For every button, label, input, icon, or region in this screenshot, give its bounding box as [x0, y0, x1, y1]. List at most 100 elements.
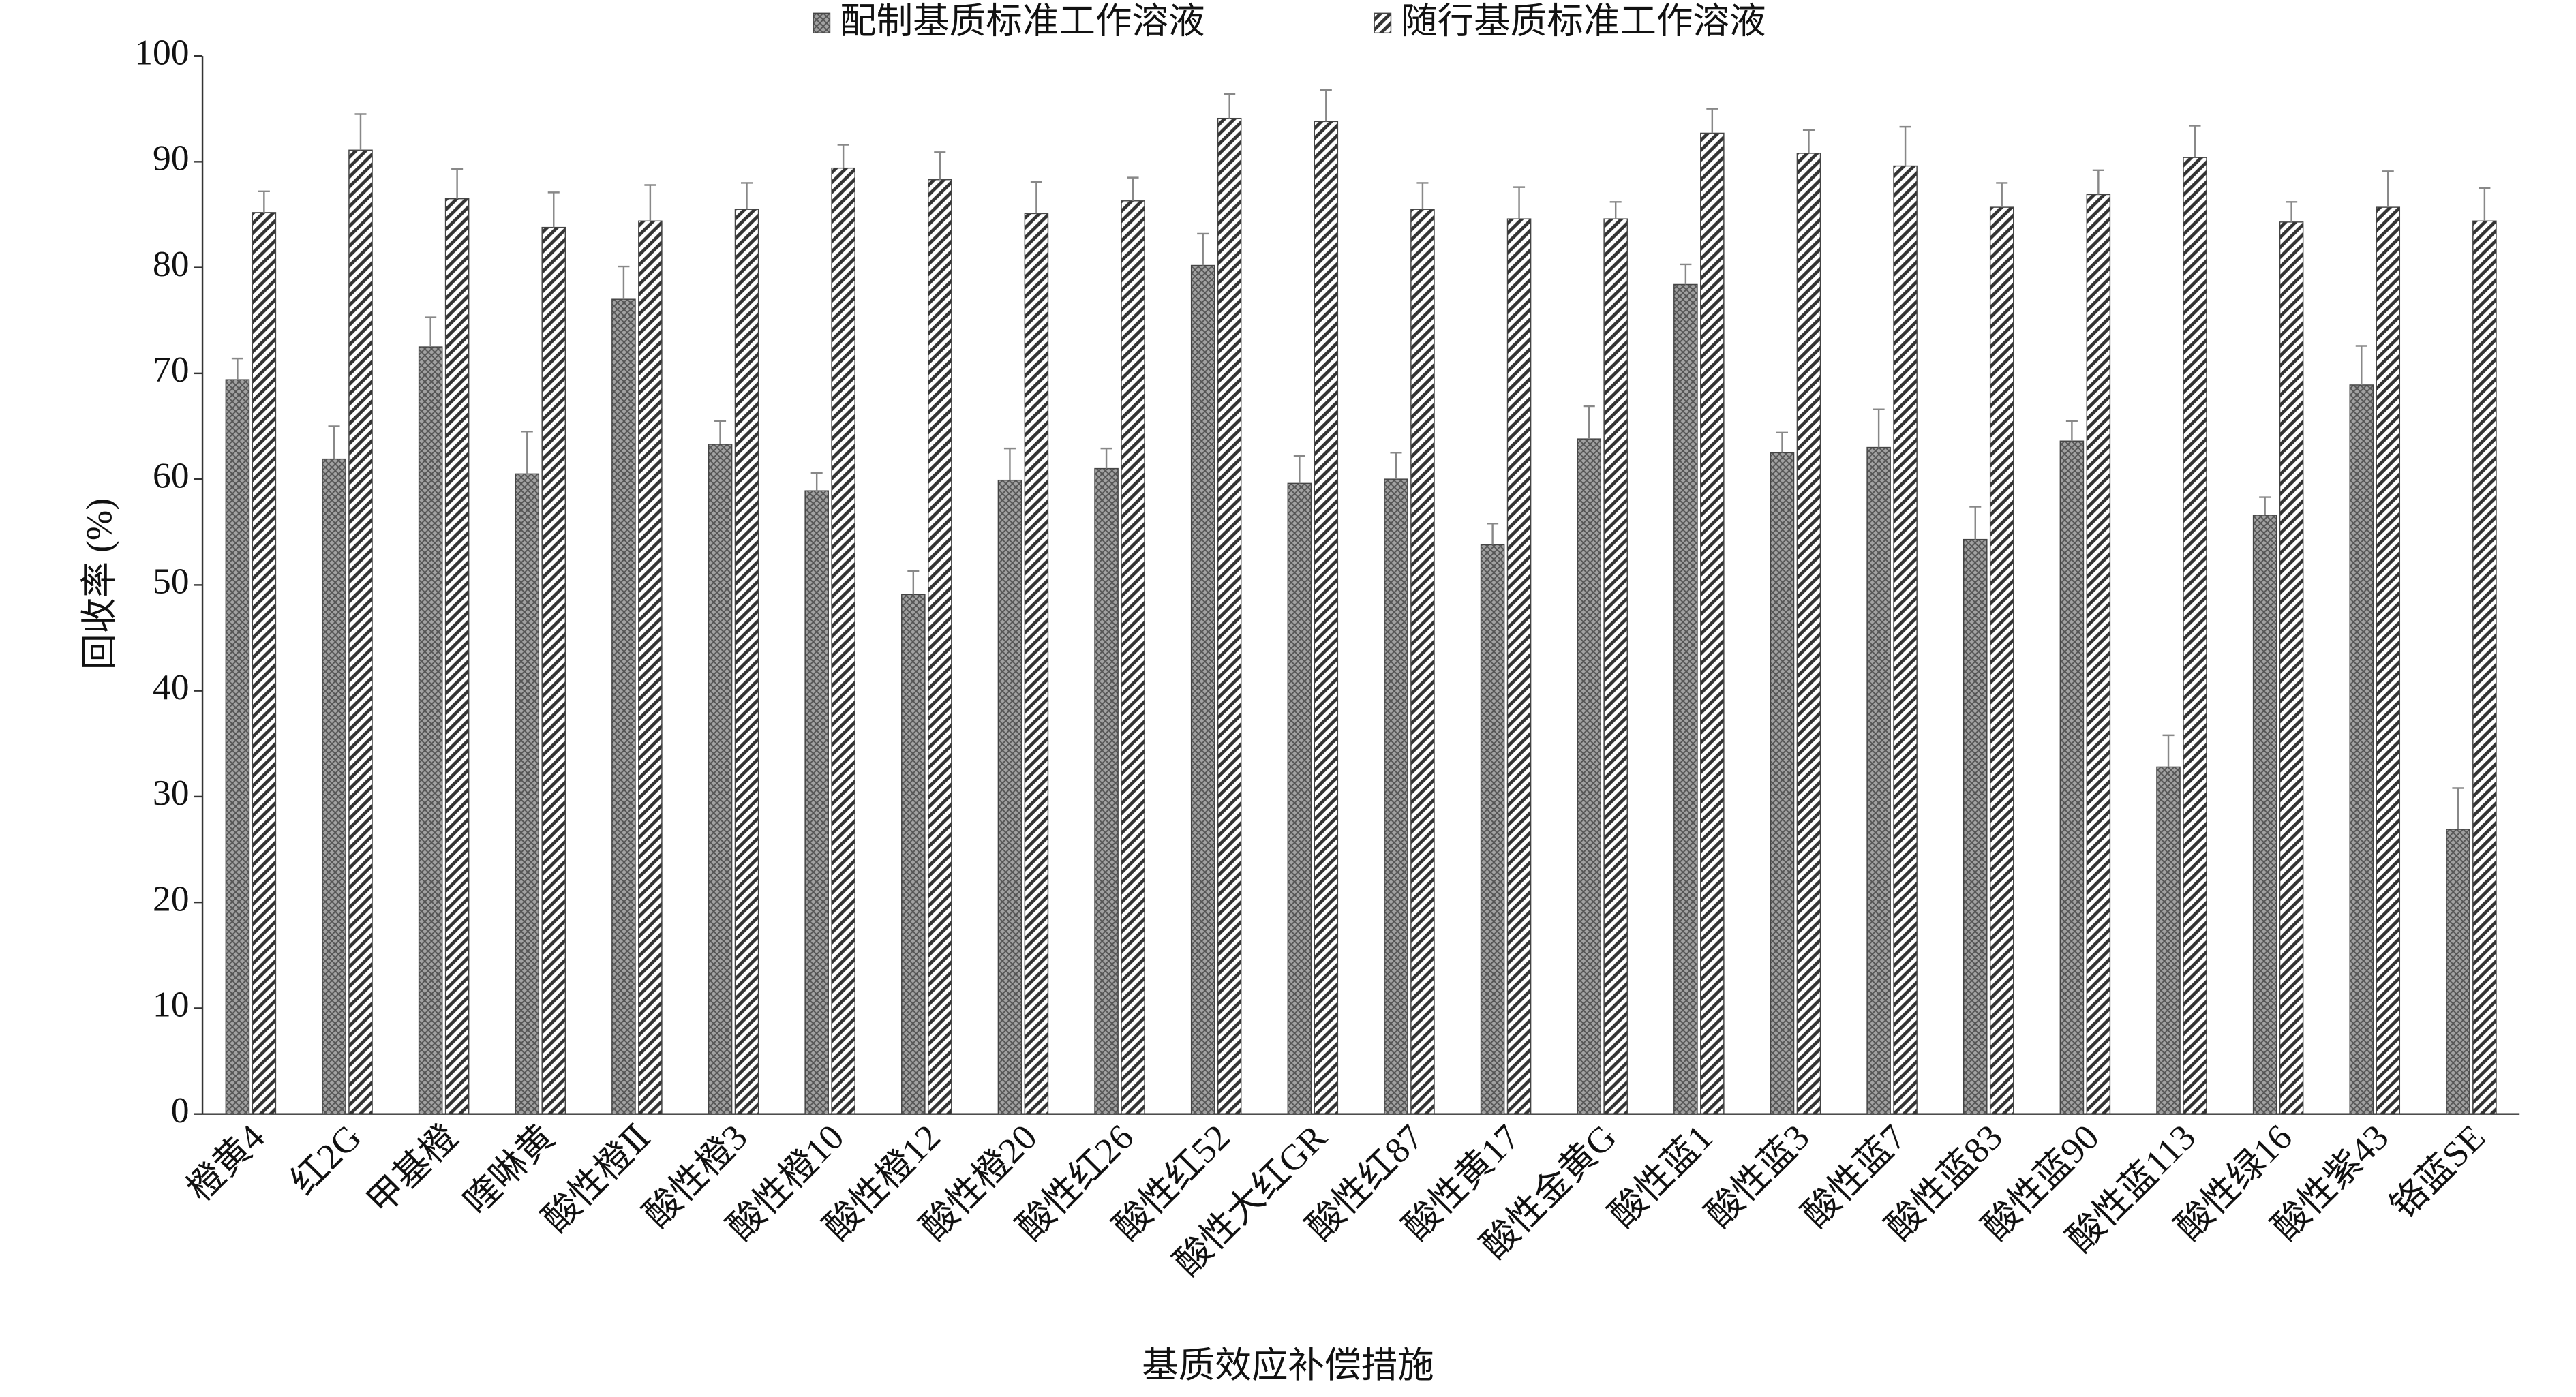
bar — [2252, 515, 2277, 1115]
error-bar — [451, 168, 464, 199]
y-axis-label: 回收率 (%) — [78, 498, 119, 670]
bar — [638, 220, 663, 1115]
y-tick-label: 40 — [153, 666, 190, 707]
error-bar — [837, 144, 849, 168]
bar — [418, 346, 443, 1115]
error-bar — [1776, 431, 1789, 453]
bar — [2472, 220, 2497, 1115]
error-bar — [644, 184, 656, 221]
error-bar — [1390, 452, 1402, 480]
error-bar — [1706, 108, 1718, 134]
y-tick-label: 0 — [171, 1090, 190, 1131]
error-bar — [258, 190, 270, 213]
error-bar — [1969, 506, 1982, 540]
bar — [2446, 829, 2470, 1115]
bar — [804, 490, 829, 1115]
x-axis-label: 基质效应补偿措施 — [1142, 1345, 1434, 1385]
x-tick-label: 酸性蓝1 — [1601, 1116, 1721, 1235]
error-bar — [714, 420, 727, 444]
bar — [1893, 165, 1918, 1115]
bar — [2059, 440, 2085, 1115]
bar — [1673, 283, 1698, 1115]
error-bar — [2286, 201, 2298, 222]
bar — [708, 444, 733, 1115]
error-bar — [1802, 129, 1815, 153]
x-tick-label: 红2G — [283, 1116, 369, 1202]
error-bar — [521, 431, 533, 474]
legend-swatch — [1374, 12, 1392, 34]
bar — [2183, 157, 2207, 1115]
bar — [611, 298, 636, 1115]
error-bar — [1609, 201, 1622, 219]
bar — [1770, 452, 1795, 1115]
error-bar — [231, 357, 243, 380]
error-bar — [1320, 89, 1332, 122]
error-bar — [328, 425, 340, 459]
bar — [1796, 153, 1821, 1115]
bar — [348, 149, 373, 1115]
bar — [1577, 438, 1602, 1115]
bar — [444, 198, 470, 1115]
bar — [1603, 218, 1628, 1115]
bar — [2349, 384, 2374, 1115]
error-bar — [2189, 125, 2201, 158]
error-bar — [2162, 734, 2175, 767]
error-bar — [354, 113, 367, 151]
bar — [225, 379, 250, 1115]
bar — [1989, 206, 2014, 1115]
y-tick-label: 70 — [153, 349, 190, 390]
legend-swatch — [813, 12, 831, 34]
error-bar — [2259, 496, 2271, 515]
x-tick-label: 酸性蓝3 — [1698, 1116, 1817, 1235]
bar — [1506, 218, 1532, 1115]
bar — [2279, 221, 2304, 1115]
bar — [515, 473, 540, 1115]
error-bar — [547, 191, 560, 228]
x-tick-label: 甲基橙 — [359, 1116, 466, 1222]
error-bar — [2092, 169, 2104, 195]
legend-label: 配制基质标准工作溶液 — [840, 1, 1205, 42]
error-bar — [740, 182, 753, 210]
y-tick-label: 60 — [153, 455, 190, 496]
error-bar — [2382, 170, 2394, 208]
error-bar — [1030, 181, 1042, 214]
error-bar — [425, 316, 437, 348]
error-bar — [2479, 187, 2491, 221]
error-bar — [1224, 93, 1236, 119]
error-bar — [1127, 176, 1139, 201]
bar — [1094, 467, 1119, 1115]
bar — [1024, 213, 1049, 1115]
bar — [734, 209, 759, 1115]
error-bar — [1293, 455, 1305, 484]
bar — [831, 167, 855, 1115]
error-bar — [1996, 182, 2008, 208]
bar — [997, 479, 1022, 1115]
bar — [541, 226, 566, 1115]
error-bar — [1680, 263, 1692, 285]
bar — [1866, 446, 1891, 1115]
error-bar — [1100, 447, 1112, 469]
y-tick-label: 20 — [153, 878, 190, 919]
y-tick-label: 100 — [134, 31, 189, 72]
y-tick-label: 50 — [153, 561, 190, 602]
error-bar — [1197, 232, 1209, 266]
error-bar — [1899, 125, 1911, 166]
bar — [901, 594, 926, 1115]
error-bar — [1416, 182, 1429, 210]
bar — [1963, 538, 1988, 1115]
bar — [2156, 766, 2181, 1115]
y-tick-label: 10 — [153, 984, 190, 1025]
error-bar — [2452, 787, 2464, 830]
error-bar — [2065, 420, 2078, 442]
error-bar — [934, 151, 946, 180]
bar — [2086, 194, 2111, 1115]
bar — [322, 458, 346, 1115]
error-bar — [1873, 408, 1885, 448]
bar — [1217, 117, 1242, 1115]
error-bar — [1583, 405, 1595, 440]
y-tick-label: 80 — [153, 243, 190, 284]
bar — [928, 179, 952, 1115]
bar — [1287, 482, 1312, 1115]
error-bar — [1003, 447, 1016, 480]
